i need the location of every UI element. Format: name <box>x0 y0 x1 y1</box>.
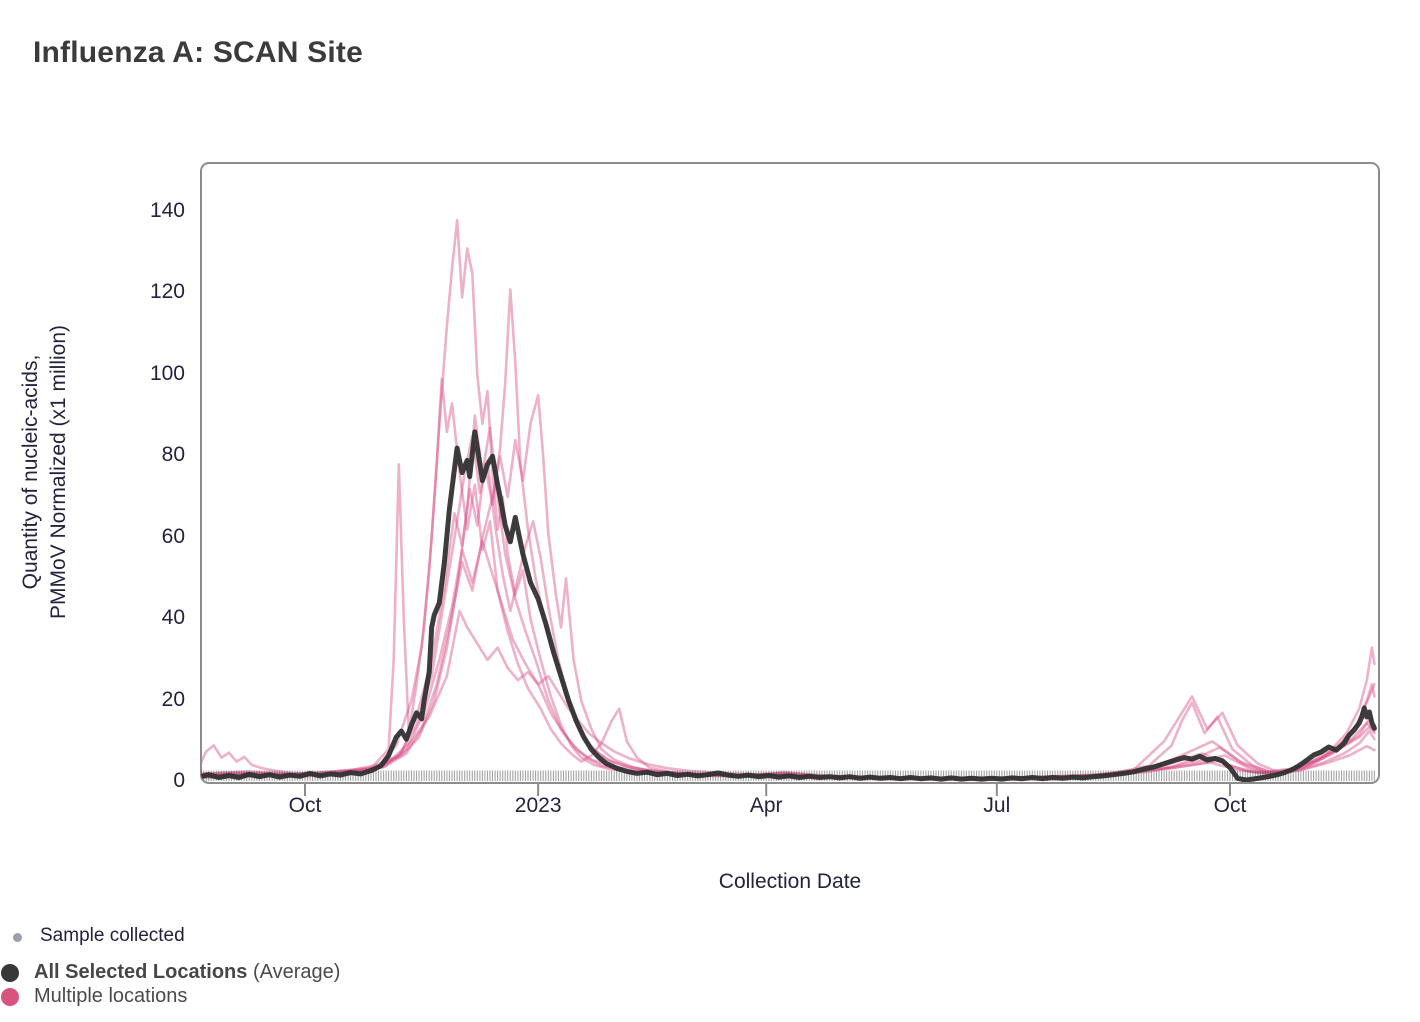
legend-average-label-bold: All Selected Locations <box>34 961 248 983</box>
y-tick-label: 40 <box>161 606 185 630</box>
y-tick-label: 100 <box>149 361 185 385</box>
y-tick-label: 60 <box>161 524 185 548</box>
y-tick-label: 20 <box>161 687 185 711</box>
x-tick-label: Apr <box>749 794 783 817</box>
plot-panel <box>200 162 1380 784</box>
legend-average-label: All Selected Locations (Average) <box>34 961 340 984</box>
y-axis-title: Quantity of nucleic-acids, PMMoV Normali… <box>17 152 73 792</box>
x-tick-label: 2023 <box>514 794 562 817</box>
multiple-locations-dot-icon <box>1 988 19 1006</box>
page-title: Influenza A: SCAN Site <box>33 36 363 69</box>
y-axis-title-line2: PMMoV Normalized (x1 million) <box>47 324 70 620</box>
x-axis-title: Collection Date <box>718 870 862 893</box>
y-tick-label: 120 <box>149 280 185 304</box>
x-tick-label: Jul <box>983 794 1011 817</box>
legend-average-suffix: (Average) <box>247 961 341 983</box>
sample-collected-dot-icon <box>13 933 22 942</box>
y-tick-label: 0 <box>173 769 185 792</box>
y-tick-label: 80 <box>161 443 185 467</box>
all-selected-locations-dot-icon <box>1 964 19 982</box>
legend-sample-collected-label: Sample collected <box>40 925 185 946</box>
y-tick-label: 140 <box>149 198 185 222</box>
x-tick-label: Oct <box>1213 794 1247 817</box>
y-axis-title-line1: Quantity of nucleic-acids, <box>19 354 42 590</box>
legend-multiple-locations-label: Multiple locations <box>34 985 188 1007</box>
x-tick-label: Oct <box>288 794 322 817</box>
